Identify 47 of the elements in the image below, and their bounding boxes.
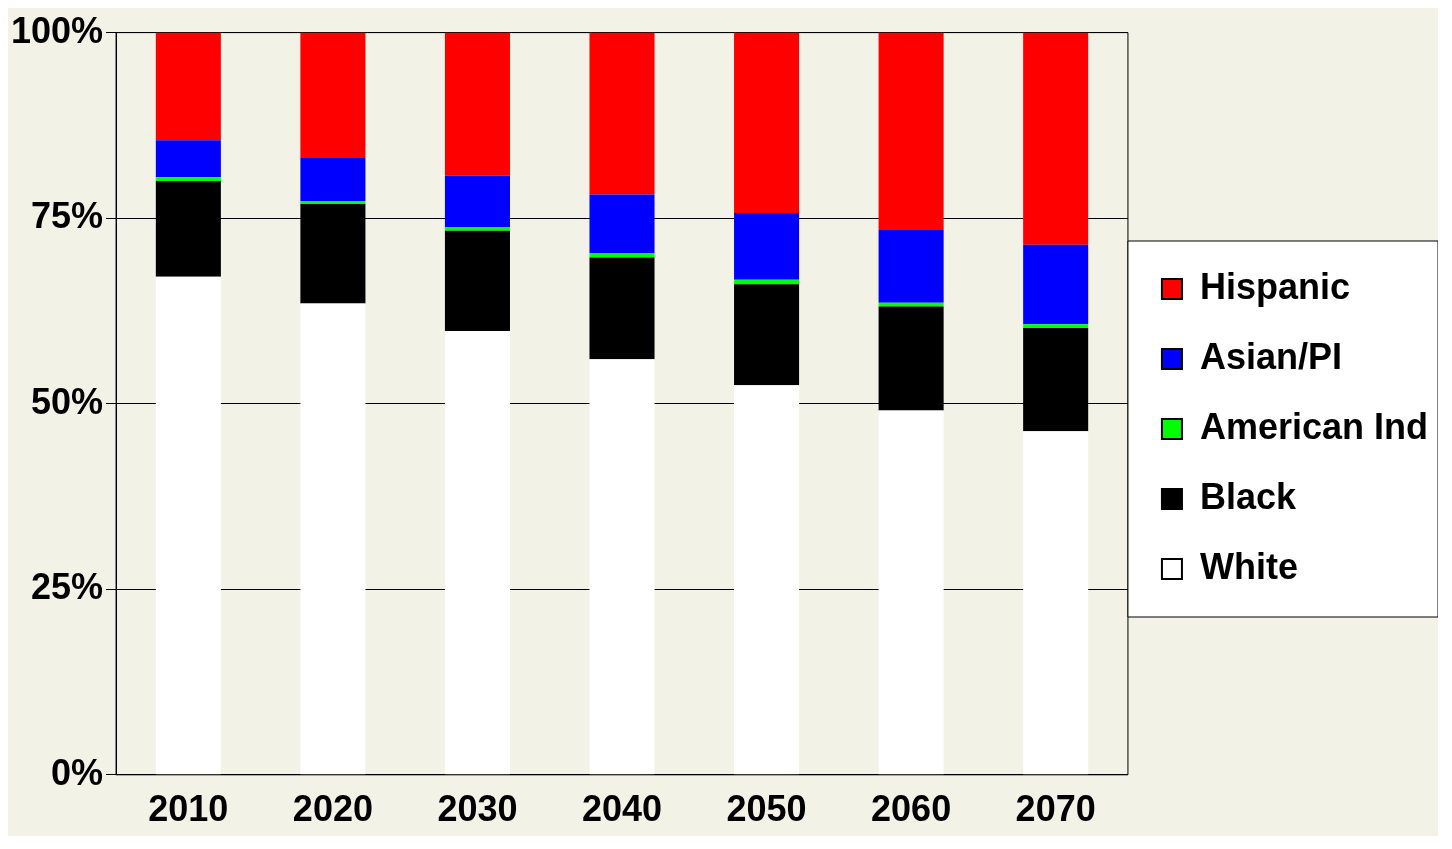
y-tick-label: 25% (31, 566, 104, 608)
bar (444, 227, 510, 231)
bar (300, 158, 366, 202)
bar (444, 330, 510, 775)
bar (1023, 431, 1089, 775)
bar (300, 201, 366, 205)
y-tick-label: 100% (11, 9, 104, 51)
bar (734, 284, 800, 386)
x-tick-label: 2040 (581, 788, 663, 830)
bar (1023, 32, 1089, 245)
bar (1023, 244, 1089, 325)
bar (878, 230, 944, 303)
bar (734, 279, 800, 285)
bar (589, 257, 655, 360)
bar (300, 303, 366, 775)
x-tick-label: 2010 (148, 788, 229, 830)
y-tick-label: 75% (31, 195, 104, 237)
y-tick-label: 50% (31, 380, 104, 422)
bar (589, 194, 655, 254)
x-tick-label: 2050 (726, 788, 807, 830)
bar (734, 385, 800, 775)
legend-label: White (1199, 545, 1298, 587)
legend-label: Asian/PI (1199, 335, 1342, 377)
bar (155, 32, 221, 141)
bar (155, 177, 221, 182)
bar (444, 230, 510, 331)
x-tick-label: 2070 (1015, 788, 1096, 830)
x-tick-label: 2030 (437, 788, 518, 830)
bar (878, 32, 944, 231)
bar (444, 175, 510, 228)
bar (1023, 324, 1089, 328)
bar (155, 276, 221, 775)
bar (734, 212, 800, 280)
y-tick-label: 0% (51, 751, 104, 793)
bar (589, 359, 655, 775)
legend-label: American Ind (1199, 405, 1428, 447)
bar (734, 32, 800, 213)
x-tick-label: 2060 (871, 788, 952, 830)
x-tick-label: 2020 (292, 788, 373, 830)
legend-label: Black (1199, 475, 1297, 517)
legend-label: Hispanic (1199, 265, 1350, 307)
bar (155, 140, 221, 178)
bar (589, 253, 655, 258)
bar (444, 32, 510, 176)
bar (300, 32, 366, 159)
bar (589, 32, 655, 195)
bar (878, 410, 944, 775)
